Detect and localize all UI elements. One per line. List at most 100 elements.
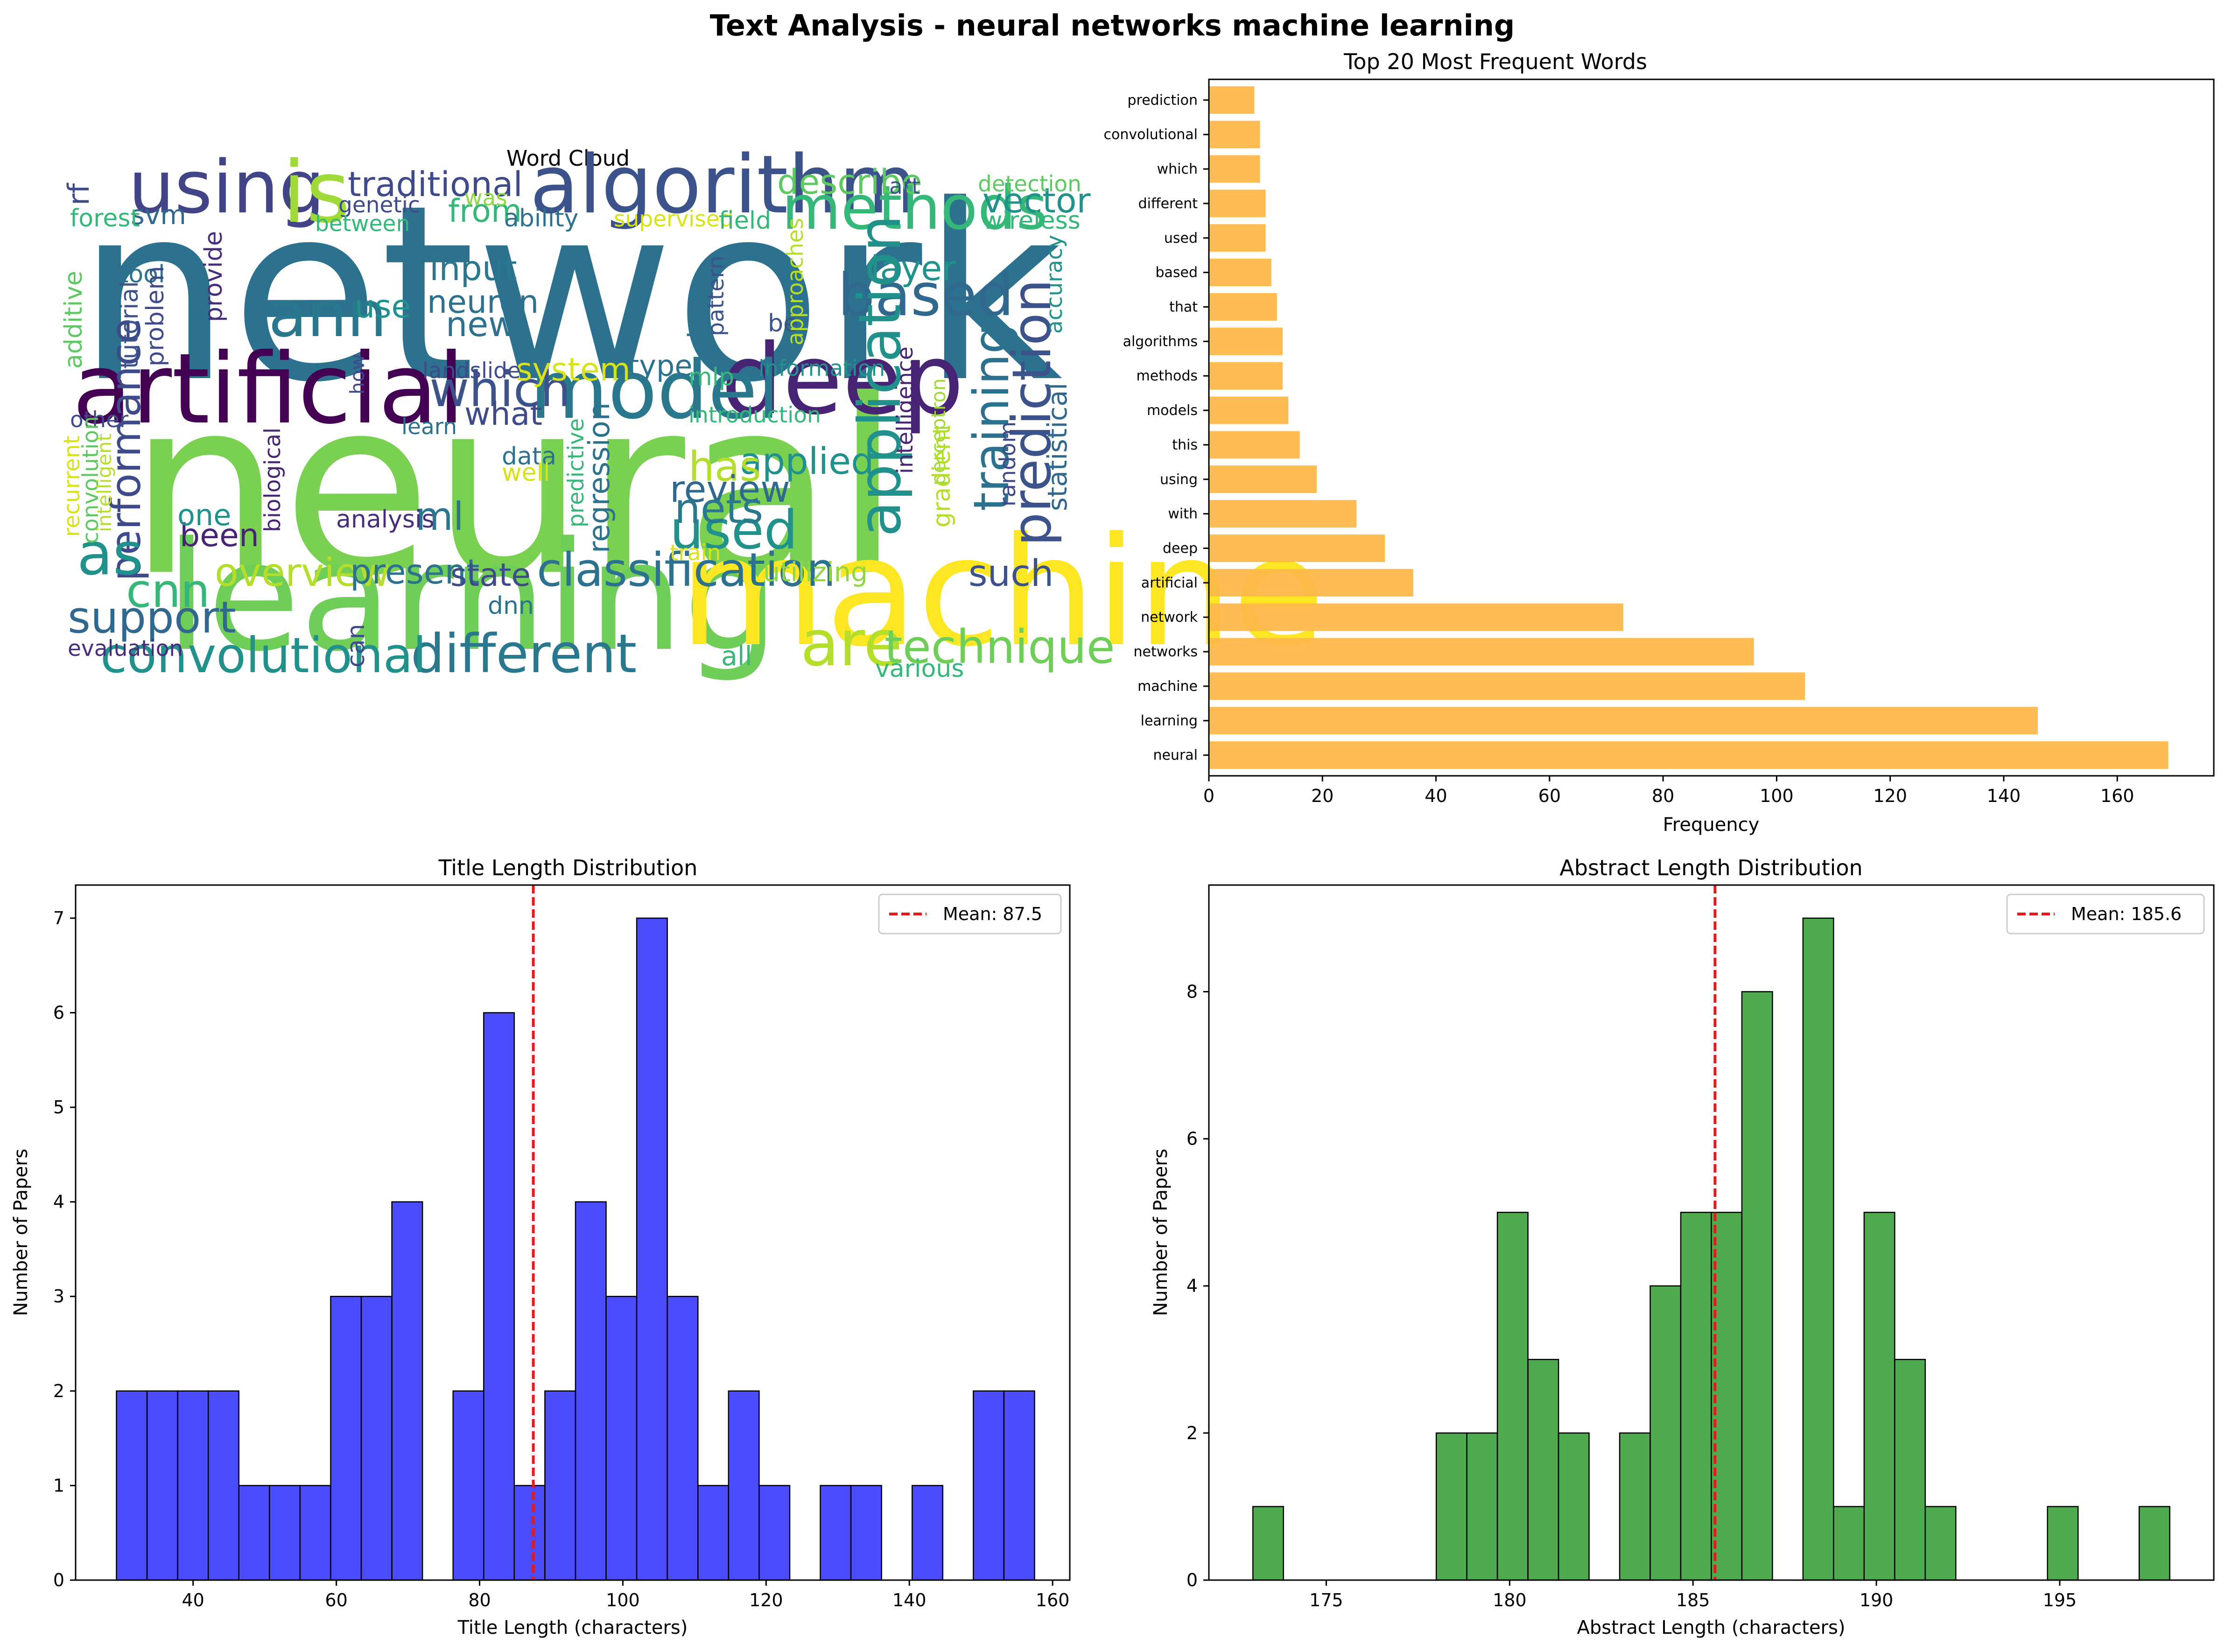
abstract-hist-xtick-label: 180 <box>1493 1590 1527 1610</box>
title-hist-bar <box>636 917 668 1581</box>
wordcloud-word: type <box>628 349 693 383</box>
title-hist-bar <box>360 1295 393 1581</box>
wordcloud-word: intelligent <box>93 434 116 532</box>
title-length-histogram: Title Length Distribution 40 60 80 100 120 14… <box>10 855 1071 1638</box>
wordcloud-word: field <box>719 207 771 235</box>
wordcloud-word: present <box>350 552 480 592</box>
bar-category-label: artificial <box>1141 575 1198 591</box>
bar-deep <box>1209 534 1385 562</box>
wordcloud-word: which <box>429 361 571 418</box>
abstract-hist-frame <box>1208 884 2215 1581</box>
title-hist-xlabel: Title Length (characters) <box>457 1617 688 1638</box>
abstract-hist-legend-label: Mean: 185.6 <box>2071 904 2182 924</box>
abstract-hist-title: Abstract Length Distribution <box>1559 855 1862 880</box>
abstract-hist-bar <box>1833 1506 1865 1581</box>
wordcloud-word: rf <box>62 183 96 205</box>
abstract-hist-bar <box>1711 1211 1743 1581</box>
bar-xtick-label: 160 <box>2100 786 2134 806</box>
abstract-hist-bar <box>1894 1359 1926 1581</box>
wordcloud-word: performance <box>102 318 150 581</box>
wordcloud-word: well <box>502 459 550 487</box>
bar-xtick-label: 0 <box>1203 786 1214 806</box>
wordcloud-word: was <box>464 185 507 211</box>
bar-category-label: deep <box>1163 541 1198 557</box>
wordcloud-word: network <box>77 153 1063 436</box>
bar-neural <box>1209 741 2169 769</box>
wordcloud-word: gradient <box>928 425 956 527</box>
abstract-hist-xtick-label: 185 <box>1676 1590 1710 1610</box>
wordcloud-word: additive <box>60 271 88 369</box>
title-hist-legend-box <box>878 893 1062 935</box>
title-hist-bar <box>146 1390 178 1581</box>
title-hist-bar <box>820 1485 852 1581</box>
wordcloud-word: predictive <box>563 418 589 527</box>
title-hist-title: Title Length Distribution <box>438 855 698 880</box>
abstract-hist-ylabel: Number of Papers <box>1150 1149 1172 1316</box>
wordcloud-word: classification <box>537 543 835 597</box>
wordcloud-word: has <box>688 443 761 491</box>
title-hist-bar <box>269 1485 301 1581</box>
bar-with <box>1209 500 1357 528</box>
title-hist-bar <box>575 1201 607 1581</box>
title-hist-legend: Mean: 87.5 <box>878 893 1062 935</box>
wordcloud-word: approaches <box>783 218 808 345</box>
wordcloud-word: provide <box>200 231 228 322</box>
wordcloud-word: vector <box>983 181 1091 221</box>
bar-xtick-label: 140 <box>1987 786 2021 806</box>
wordcloud-word: system <box>516 351 631 388</box>
wordcloud-word: recurrent <box>59 436 85 537</box>
title-hist-bar <box>116 1390 148 1581</box>
bar-category-label: neural <box>1153 747 1198 764</box>
wordcloud-word: svm <box>131 200 186 231</box>
wordcloud-word: as <box>77 520 143 588</box>
wordcloud-word: what <box>464 396 542 433</box>
abstract-hist-ytick-label: 4 <box>1186 1276 1198 1296</box>
bar-models <box>1209 396 1289 424</box>
bar-chart-marks: neural learning machine networks network arti… <box>1103 86 2169 806</box>
wordcloud-word: one <box>177 498 231 532</box>
title-hist-ytick-label: 6 <box>53 1002 64 1023</box>
wordcloud-word: deep <box>721 323 964 436</box>
bar-category-label: prediction <box>1127 92 1198 108</box>
bar-learning <box>1209 707 2038 735</box>
bar-xtick-label: 40 <box>1425 786 1447 806</box>
title-hist-xtick-label: 140 <box>892 1590 926 1610</box>
bar-network <box>1209 603 1623 631</box>
title-hist-bar <box>177 1390 209 1581</box>
abstract-hist-legend-box <box>2006 893 2205 935</box>
wordcloud-word: used <box>670 499 798 561</box>
title-hist-ytick-label: 1 <box>53 1475 64 1496</box>
abstract-hist-bar <box>1558 1432 1590 1581</box>
bar-category-label: machine <box>1137 678 1198 695</box>
wordcloud-word: wireless <box>983 207 1081 235</box>
wordcloud-word: nets <box>674 485 763 533</box>
wordcloud-word: from <box>448 193 522 230</box>
bar-chart-title: Top 20 Most Frequent Words <box>1343 49 1647 74</box>
wordcloud-word: utilizing <box>763 557 868 588</box>
title-hist-bar <box>483 1012 515 1581</box>
wordcloud-word: overview <box>215 550 390 595</box>
wordcloud-word: intelligence <box>892 346 918 474</box>
bar-category-label: this <box>1172 437 1198 453</box>
wordcloud-word: such <box>969 553 1053 595</box>
bar-convolutional <box>1209 120 1260 148</box>
wordcloud-word: learn <box>401 414 457 440</box>
wordcloud-word: data <box>502 443 556 471</box>
title-hist-bar <box>728 1390 760 1581</box>
abstract-hist-xtick-label: 190 <box>1860 1590 1894 1610</box>
bar-category-label: learning <box>1141 713 1198 729</box>
wordcloud-word: describe <box>777 162 922 202</box>
abstract-hist-bar <box>2047 1506 2079 1581</box>
title-hist-bar <box>667 1295 699 1581</box>
wordcloud-word: algorithm <box>530 138 917 232</box>
wordcloud-word: train <box>670 540 721 566</box>
bar-machine <box>1209 672 1805 700</box>
bar-chart-frame <box>1208 78 2215 777</box>
wordcloud-word: forest <box>70 204 140 232</box>
wordcloud-word: supervised <box>614 206 733 232</box>
title-hist-marks: 40 60 80 100 120 140 160 0 1 2 3 4 5 6 7 <box>53 885 1069 1610</box>
bar-xtick-label: 80 <box>1652 786 1674 806</box>
bar-that <box>1209 293 1277 321</box>
abstract-hist-bar <box>1741 991 1773 1581</box>
